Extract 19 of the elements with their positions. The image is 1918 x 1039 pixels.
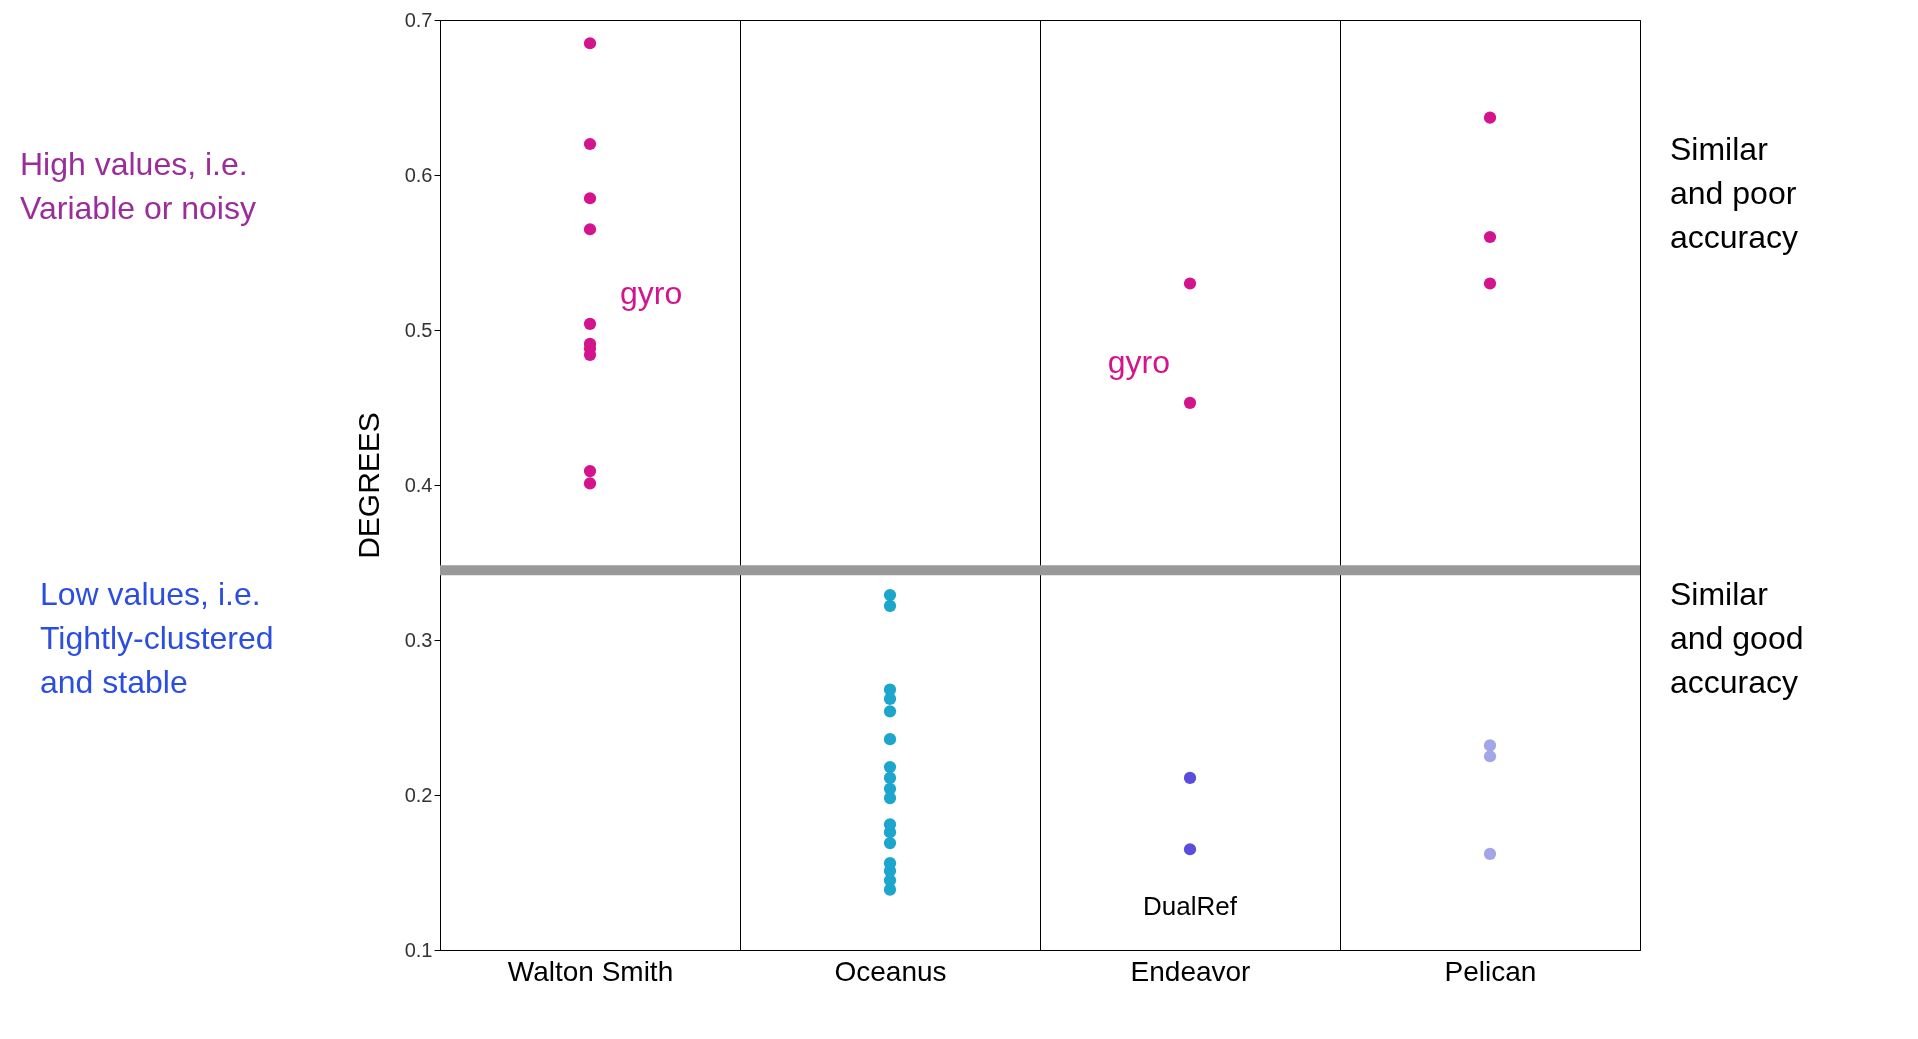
y-tick-label: 0.4 — [404, 473, 433, 496]
series-label: gyro — [1107, 343, 1170, 380]
annotation: DualRef — [1143, 891, 1238, 922]
x-tick-label: Walton Smith — [507, 955, 674, 987]
text: Similar and good accuracy — [1670, 576, 1804, 700]
x-tick-label: Oceanus — [834, 955, 947, 987]
x-tick-label: Endeavor — [1130, 955, 1251, 987]
text: High values, i.e. Variable or noisy — [20, 146, 256, 226]
x-tick-label: Pelican — [1444, 955, 1537, 987]
y-tick-label: 0.6 — [404, 163, 433, 186]
y-tick-label: 0.5 — [404, 318, 433, 341]
y-tick-label: 0.2 — [404, 783, 433, 806]
y-tick-label: 0.7 — [404, 8, 433, 31]
y-axis-title: DEGREES — [351, 412, 385, 559]
y-tick-label: 0.1 — [404, 938, 433, 961]
text: Similar and poor accuracy — [1670, 131, 1799, 255]
y-tick-label: 0.3 — [404, 628, 433, 651]
text: gyro — [620, 274, 683, 311]
text: Low values, i.e. Tightly-clustered and stable — [40, 576, 274, 700]
